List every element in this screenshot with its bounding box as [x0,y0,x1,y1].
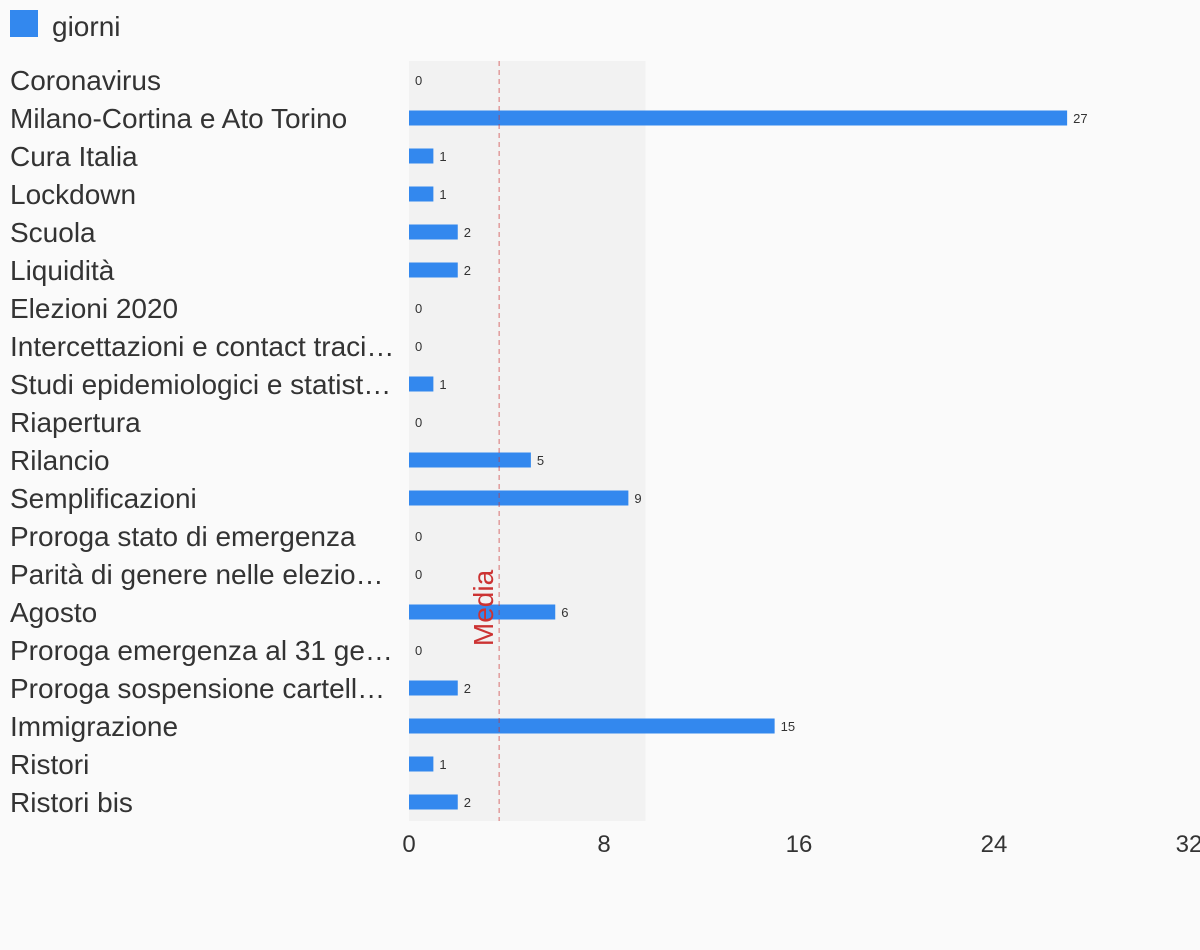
x-tick-label: 32 [1176,831,1200,858]
data-label: 1 [439,187,446,202]
bar [409,452,531,468]
data-label: 0 [415,643,422,658]
bar [409,718,775,734]
category-label: Proroga sospensione cartell… [10,673,385,704]
x-tick-label: 8 [597,831,610,858]
category-label: Lockdown [10,179,136,210]
data-label: 0 [415,415,422,430]
data-label: 2 [464,681,471,696]
category-label: Proroga emergenza al 31 ge… [10,635,393,666]
category-label: Parità di genere nelle elezio… [10,559,384,590]
category-label: Intercettazioni e contact traci… [10,331,394,362]
category-label: Studi epidemiologici e statist… [10,369,391,400]
category-label: Riapertura [10,407,141,438]
shaded-band [409,61,646,821]
reference-line-label: Media [468,569,499,646]
category-label: Immigrazione [10,711,178,742]
bar [409,110,1068,126]
bar [409,148,434,164]
category-label: Cura Italia [10,141,138,172]
data-label: 2 [464,795,471,810]
legend-label: giorni [52,11,120,42]
bar [409,376,434,392]
data-label: 1 [439,377,446,392]
bar [409,604,556,620]
x-tick-label: 0 [402,831,415,858]
category-label: Ristori bis [10,787,133,818]
category-label: Elezioni 2020 [10,293,178,324]
x-tick-label: 16 [786,831,813,858]
category-label: Ristori [10,749,89,780]
data-label: 0 [415,73,422,88]
category-label: Agosto [10,597,97,628]
data-label: 2 [464,263,471,278]
bar [409,224,458,240]
category-label: Semplificazioni [10,483,197,514]
bar [409,490,629,506]
data-label: 27 [1073,111,1087,126]
data-label: 15 [781,719,795,734]
category-label: Scuola [10,217,96,248]
data-label: 0 [415,529,422,544]
data-label: 6 [561,605,568,620]
category-label: Coronavirus [10,65,161,96]
bar [409,262,458,278]
data-label: 0 [415,301,422,316]
legend-swatch [10,10,38,37]
bar [409,186,434,202]
x-tick-label: 24 [981,831,1008,858]
data-label: 1 [439,149,446,164]
data-label: 5 [537,453,544,468]
bar [409,756,434,772]
data-label: 0 [415,567,422,582]
category-label: Liquidità [10,255,115,286]
category-label: Rilancio [10,445,110,476]
data-label: 2 [464,225,471,240]
data-label: 9 [634,491,641,506]
data-label: 1 [439,757,446,772]
data-label: 0 [415,339,422,354]
category-label: Milano-Cortina e Ato Torino [10,103,347,134]
category-label: Proroga stato di emergenza [10,521,356,552]
bar [409,680,458,696]
bar [409,794,458,810]
